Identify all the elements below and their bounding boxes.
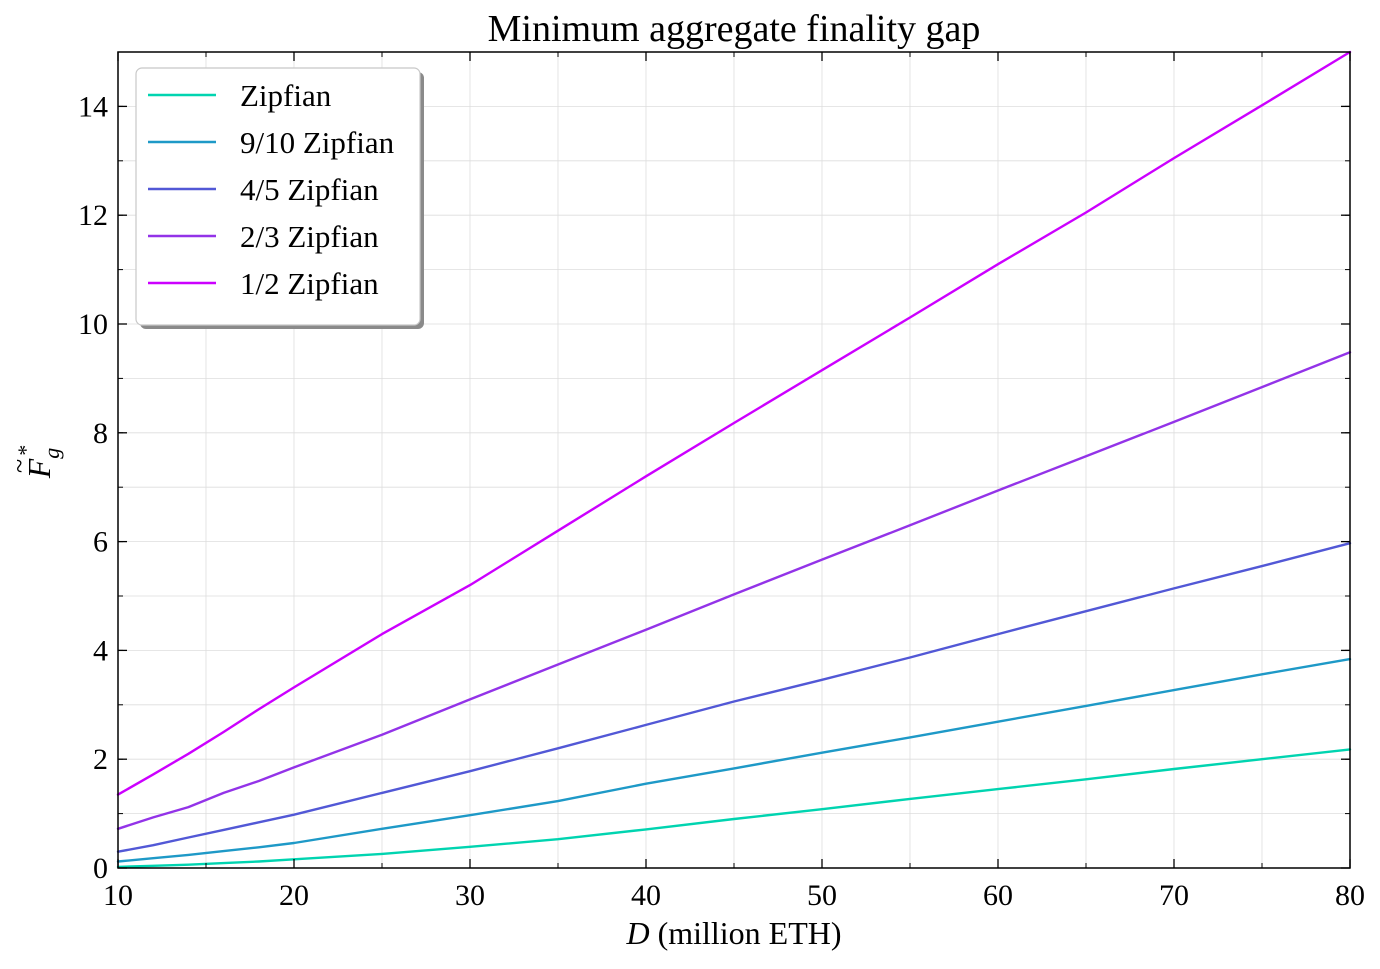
y-tick-label: 8: [93, 417, 108, 450]
legend-label: Zipfian: [240, 78, 332, 113]
series-line-9-10-zipfian: [116, 657, 1352, 863]
y-tick-label: 14: [78, 90, 108, 123]
axis-ticks: 10 20 30 40 50 60 70 80 0 2 4 6 8 10 12 14: [78, 51, 1365, 912]
legend-box: [135, 67, 421, 326]
y-axis-label-tilde: ~: [5, 459, 34, 473]
x-tick-label: 80: [1335, 879, 1365, 912]
x-tick-label: 60: [983, 879, 1013, 912]
y-tick-label: 4: [93, 634, 108, 667]
series-line-1-2-zipfian: [116, 50, 1352, 796]
chart-title: Minimum aggregate finality gap: [488, 8, 981, 50]
legend-label: 4/5 Zipfian: [240, 172, 379, 207]
y-tick-label: 2: [93, 743, 108, 776]
y-axis-label-base: F: [21, 458, 57, 479]
x-axis-label-unit: (million ETH): [650, 915, 842, 951]
x-tick-label: 40: [631, 879, 661, 912]
legend-label: 2/3 Zipfian: [240, 219, 379, 254]
y-tick-label: 12: [78, 199, 108, 232]
series-line-2-3-zipfian: [116, 351, 1352, 830]
legend-label: 1/2 Zipfian: [240, 266, 379, 301]
y-tick-label: 0: [93, 852, 108, 885]
series-line-zipfian: [116, 748, 1352, 869]
y-axis-label-sub: g: [39, 448, 64, 459]
x-tick-label: 50: [807, 879, 837, 912]
x-tick-label: 30: [455, 879, 485, 912]
y-axis-label-sup: *: [13, 446, 38, 457]
svg-text:Fg*: Fg*: [13, 446, 64, 480]
x-tick-label: 10: [103, 879, 133, 912]
series-lines: [116, 50, 1352, 869]
x-tick-label: 20: [279, 879, 309, 912]
x-axis-label: D (million ETH): [625, 915, 841, 951]
x-axis-label-variable: D: [625, 915, 649, 951]
y-tick-label: 10: [78, 308, 108, 341]
series-line-4-5-zipfian: [116, 542, 1352, 853]
legend: Zipfian 9/10 Zipfian 4/5 Zipfian 2/3 Zipfia…: [135, 67, 424, 329]
y-tick-label: 6: [93, 526, 108, 559]
x-tick-label: 70: [1159, 879, 1189, 912]
legend-label: 9/10 Zipfian: [240, 125, 395, 160]
y-axis-label: Fg* ~: [5, 446, 64, 480]
